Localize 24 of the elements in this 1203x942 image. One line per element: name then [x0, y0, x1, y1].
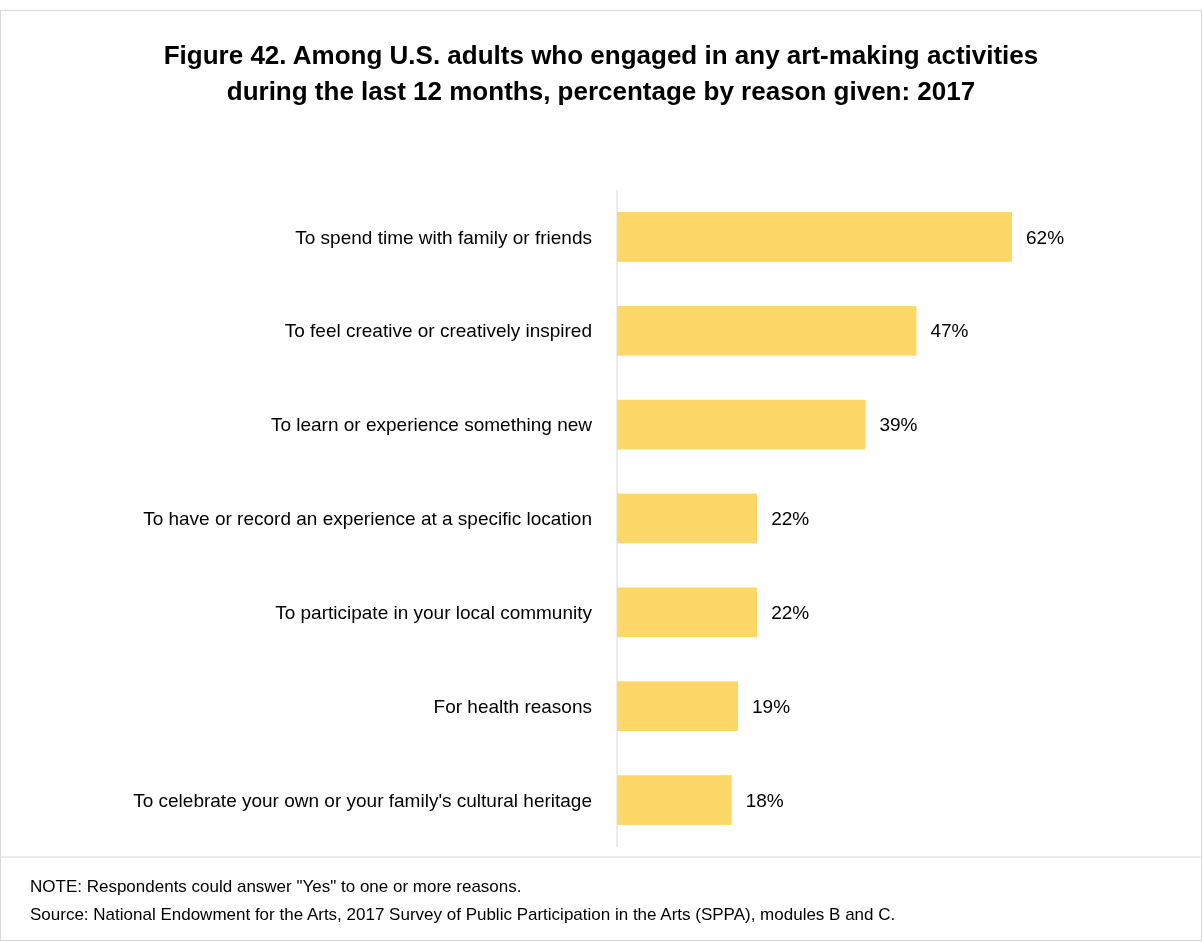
- y-tick-label: To celebrate your own or your family's cultural heritage: [133, 789, 592, 811]
- bar: [617, 305, 917, 356]
- data-label: 39%: [879, 414, 918, 436]
- data-label: 22%: [771, 508, 810, 530]
- y-tick-label: To participate in your local community: [275, 602, 593, 624]
- data-label: 19%: [752, 695, 791, 717]
- data-label: 62%: [1026, 226, 1065, 248]
- y-tick-label: To have or record an experience at a specific location: [143, 508, 592, 530]
- bar: [617, 399, 866, 450]
- bar: [617, 681, 739, 732]
- source-note: Source: National Endowment for the Arts, 2017 Survey of Public Participation in the Arts (SPPA), modules B and C.: [30, 905, 896, 924]
- bar: [617, 493, 758, 544]
- bar: [617, 212, 1012, 262]
- y-tick-label: For health reasons: [433, 695, 592, 717]
- bar: [617, 775, 732, 825]
- bar: [617, 587, 758, 638]
- data-label: 18%: [745, 789, 784, 811]
- chart-title: Figure 42. Among U.S. adults who engaged in any art-making activities during the last 12 months, percentage by reason given: 2017: [163, 40, 1039, 106]
- text: NOTE: Respondents could answer "Yes" to one or more reasons.: [30, 877, 522, 896]
- data-label: 47%: [930, 320, 969, 342]
- y-tick-label: To feel creative or creatively inspired: [284, 320, 592, 342]
- data-label: 22%: [771, 602, 810, 624]
- y-tick-label: To learn or experience something new: [270, 414, 593, 436]
- y-tick-label: To spend time with family or friends: [295, 226, 592, 248]
